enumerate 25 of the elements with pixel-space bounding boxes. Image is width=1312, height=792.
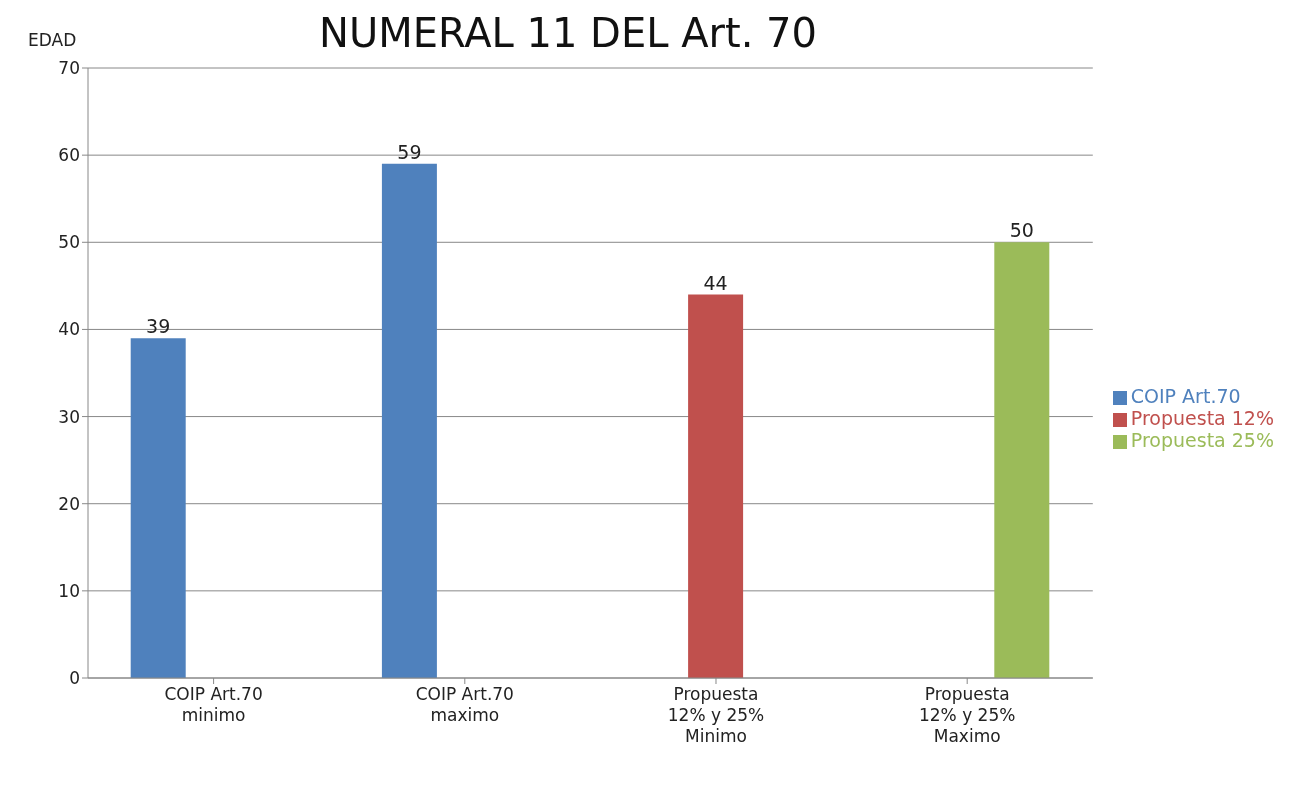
bar xyxy=(381,163,437,678)
y-tick-label: 50 xyxy=(58,232,80,253)
y-tick-label: 30 xyxy=(58,406,80,427)
y-tick-label: 0 xyxy=(69,668,80,689)
y-tick-label: 40 xyxy=(58,319,80,340)
y-tick-label: 70 xyxy=(58,58,80,79)
y-tick-label: 10 xyxy=(58,580,80,601)
chart-title: NUMERAL 11 DEL Art. 70 xyxy=(318,10,818,56)
y-tick-label: 60 xyxy=(58,145,80,166)
legend-label: Propuesta 25% xyxy=(1130,429,1274,451)
bar xyxy=(130,338,186,678)
data-label: 44 xyxy=(703,271,728,294)
x-tick-label: Propuesta 12% y 25% Maximo xyxy=(918,684,1016,746)
x-tick-label: Propuesta 12% y 25% Minimo xyxy=(667,684,765,746)
data-label: 59 xyxy=(397,140,422,163)
data-label: 50 xyxy=(1009,219,1034,242)
data-label: 39 xyxy=(146,315,171,338)
legend-label: COIP Art.70 xyxy=(1130,385,1241,407)
y-axis-title: EDAD xyxy=(28,30,77,50)
legend-label: Propuesta 12% xyxy=(1130,407,1274,429)
y-tick-label: 20 xyxy=(58,493,80,514)
x-tick-label: COIP Art.70 maximo xyxy=(415,684,514,725)
x-tick-label: COIP Art.70 minimo xyxy=(164,684,263,725)
bar xyxy=(688,294,744,678)
bar xyxy=(994,242,1050,678)
